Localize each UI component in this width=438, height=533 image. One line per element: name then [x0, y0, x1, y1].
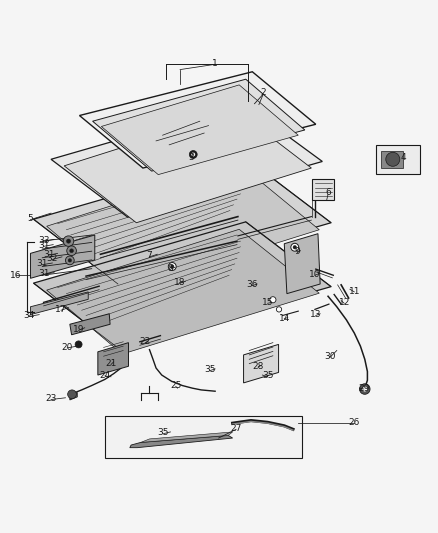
- Polygon shape: [98, 343, 128, 375]
- Circle shape: [189, 150, 197, 158]
- Polygon shape: [51, 104, 321, 217]
- Text: 31: 31: [43, 250, 54, 259]
- Polygon shape: [64, 111, 311, 223]
- Text: 32: 32: [46, 254, 58, 263]
- Text: 15: 15: [261, 298, 273, 307]
- Text: 30: 30: [323, 352, 335, 361]
- Polygon shape: [30, 292, 88, 314]
- Circle shape: [67, 390, 76, 399]
- Text: 19: 19: [73, 325, 84, 334]
- Text: 31: 31: [38, 241, 49, 250]
- Text: 35: 35: [204, 365, 215, 374]
- Text: 36: 36: [246, 280, 257, 289]
- Polygon shape: [92, 79, 304, 171]
- Polygon shape: [311, 179, 333, 200]
- Polygon shape: [33, 158, 330, 284]
- Text: 4: 4: [399, 152, 405, 161]
- Text: 23: 23: [45, 394, 57, 403]
- Text: 10: 10: [308, 270, 320, 279]
- Text: 22: 22: [139, 337, 150, 346]
- Circle shape: [269, 297, 276, 303]
- Polygon shape: [105, 416, 301, 458]
- Circle shape: [75, 341, 82, 348]
- Text: 2: 2: [260, 88, 265, 97]
- Text: 31: 31: [39, 269, 50, 278]
- Polygon shape: [70, 314, 110, 335]
- Polygon shape: [33, 222, 330, 348]
- Circle shape: [66, 239, 71, 243]
- Text: 29: 29: [357, 384, 369, 393]
- Circle shape: [385, 152, 399, 166]
- Text: 16: 16: [10, 271, 22, 280]
- Circle shape: [67, 246, 76, 255]
- Text: 31: 31: [36, 260, 48, 269]
- Text: 33: 33: [38, 236, 49, 245]
- Text: 25: 25: [170, 381, 181, 390]
- Polygon shape: [243, 344, 278, 383]
- Text: 35: 35: [157, 429, 169, 437]
- Text: 12: 12: [338, 298, 349, 307]
- Text: 7: 7: [146, 252, 152, 261]
- Circle shape: [290, 243, 298, 251]
- Polygon shape: [101, 85, 297, 175]
- Polygon shape: [30, 235, 95, 278]
- Text: 20: 20: [61, 343, 73, 352]
- Circle shape: [168, 263, 176, 270]
- Circle shape: [292, 246, 296, 249]
- Circle shape: [68, 259, 71, 262]
- Polygon shape: [284, 233, 319, 294]
- Circle shape: [362, 387, 366, 391]
- Circle shape: [191, 153, 194, 156]
- Circle shape: [70, 249, 73, 253]
- Text: 18: 18: [174, 278, 185, 287]
- Circle shape: [63, 236, 74, 246]
- Text: 8: 8: [167, 264, 173, 273]
- Text: 26: 26: [348, 418, 359, 427]
- Polygon shape: [130, 435, 232, 448]
- Text: 9: 9: [294, 247, 300, 256]
- Polygon shape: [380, 150, 403, 168]
- Text: 11: 11: [348, 287, 359, 295]
- Text: 14: 14: [278, 313, 289, 322]
- Polygon shape: [79, 72, 315, 168]
- Circle shape: [276, 307, 281, 312]
- Text: 35: 35: [261, 372, 273, 381]
- Text: 6: 6: [325, 189, 330, 198]
- Circle shape: [65, 256, 74, 265]
- Text: 17: 17: [55, 305, 67, 314]
- Text: 3: 3: [188, 152, 194, 161]
- Text: 21: 21: [105, 359, 117, 368]
- Polygon shape: [70, 392, 77, 400]
- Text: 28: 28: [252, 362, 263, 371]
- Polygon shape: [46, 165, 318, 291]
- Polygon shape: [46, 229, 318, 354]
- Text: 34: 34: [23, 311, 35, 320]
- Text: 27: 27: [230, 424, 241, 433]
- Circle shape: [170, 265, 173, 268]
- Polygon shape: [375, 145, 419, 174]
- Text: 5: 5: [28, 214, 33, 223]
- Polygon shape: [141, 432, 232, 442]
- Text: 13: 13: [309, 310, 321, 319]
- Circle shape: [359, 384, 369, 394]
- Text: 1: 1: [212, 59, 218, 68]
- Text: 24: 24: [99, 370, 110, 379]
